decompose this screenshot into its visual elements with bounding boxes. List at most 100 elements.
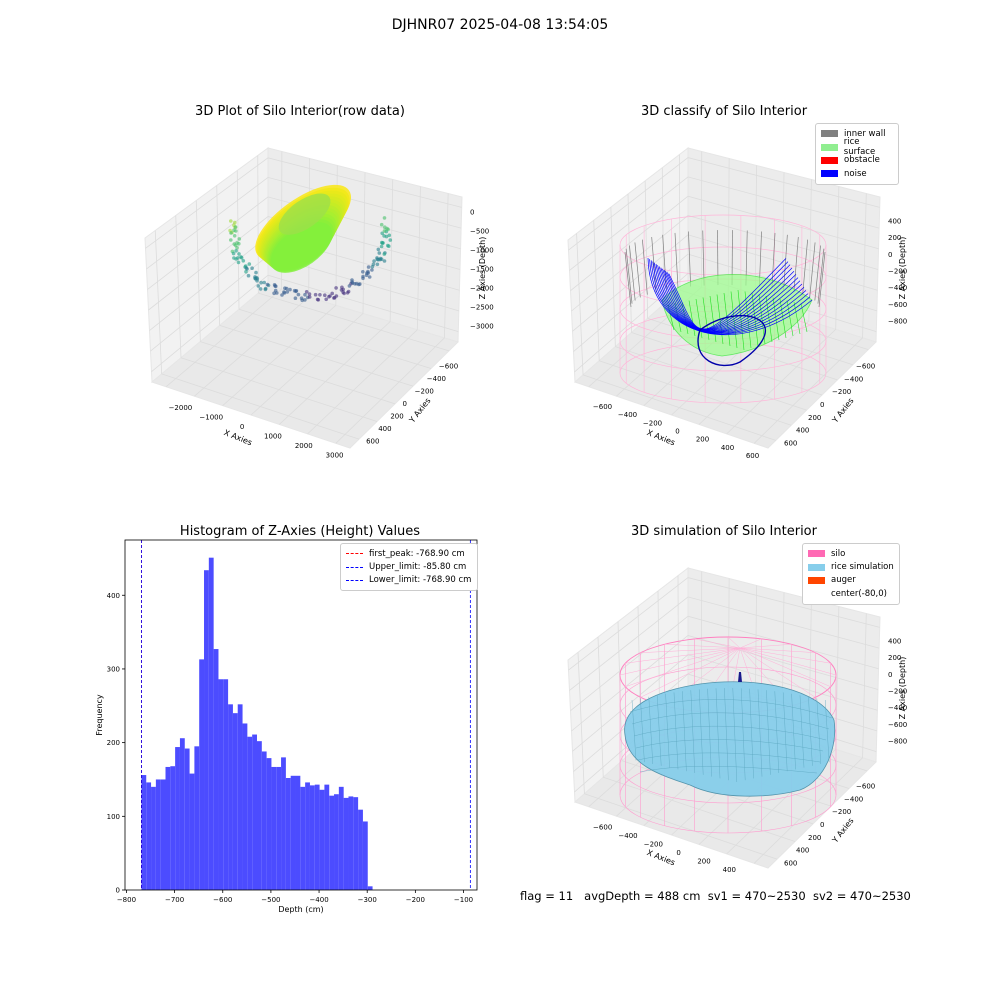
raw-point [382,229,387,233]
panel2-z-tick-label: 200 [888,234,901,242]
auger-marker [738,672,742,682]
raw-point [247,262,252,266]
histogram-bar [285,778,291,890]
panel4-y-tick-label: 600 [784,860,797,868]
rice-mesh-line [816,698,821,765]
raw-point [283,286,287,291]
panel2-z-tick-label: 0 [888,251,892,259]
raw-point [357,282,361,287]
panel1-x-tick-label: −2000 [169,404,193,412]
x-tick-label: −600 [213,896,232,904]
raw-point [250,266,254,271]
inner-wall-line [802,239,808,295]
panel1-grid-floor-y [335,337,445,444]
legend-item-inner-wall: inner wall [821,127,893,140]
raw-point [234,249,238,253]
rice-surface-line [688,300,696,337]
panel4-z-tick-label: −400 [888,704,907,712]
histogram-bar [343,797,349,890]
raw-point [380,240,384,245]
rice-surface-line [772,297,780,341]
rice-surface-line [730,291,738,349]
raw-point [365,271,369,275]
histogram-bar [290,775,296,890]
panel4-x-tick-label: −400 [618,832,637,840]
raw-point [377,251,382,255]
silo-roof-line [739,638,762,649]
panel4-x-tick-label: 400 [723,866,736,874]
flag-text: flag = 11 [520,889,574,903]
panel1-y-tick-label: −600 [439,362,458,370]
legend-item-upper-limit: Upper_limit: -85.80 cm [346,560,472,573]
panel1-z-tick-label: −3000 [470,323,494,331]
rice-mesh-line [749,688,754,779]
raw-point [382,259,387,263]
rice-surface-line [723,292,731,347]
raw-point [361,270,365,274]
panel4-z-tick-label: −800 [888,738,907,746]
raw-point [229,231,233,235]
raw-point [234,229,238,233]
status-footer: flag = 11 avgDepth = 488 cm sv1 = 470~25… [520,889,911,903]
raw-point [231,251,236,256]
rice-mesh-line [799,695,805,768]
rice-mesh-line [640,698,645,763]
histogram-bar [194,746,200,890]
panel4-x-tick-label: −200 [644,840,663,848]
rice-simulation-surface [624,681,836,797]
raw-point [386,243,390,248]
histogram-bar [228,704,233,890]
histogram-bar [237,704,243,890]
raw-point [254,270,258,275]
inner-wall-line [818,251,826,308]
raw-point [334,294,339,298]
raw-point [388,238,393,242]
histogram-bar [261,751,267,890]
panel1-y-tick-label: 200 [390,413,403,421]
raw-point [236,256,240,260]
panel4-x-tick-label: 0 [676,849,680,857]
rice-mesh-line [724,688,729,781]
raw-point [288,287,292,292]
raw-point [330,291,335,296]
panel2-z-tick-label: 400 [888,217,901,225]
panel4-grid-z [570,615,879,712]
raw-point [378,257,382,262]
silo-roof-line [739,644,792,649]
histogram-bar [300,786,306,890]
raw-point [347,284,352,288]
panel1-y-tick-label: −400 [427,375,446,383]
panel2-legend: inner wall rice surface obstacle noise [815,123,899,185]
panel1-title: 3D Plot of Silo Interior(row data) [195,104,405,119]
raw-point [272,291,276,296]
panel2-x-tick-label: 400 [721,444,734,452]
y-tick-label: 300 [107,665,120,673]
raw-point [376,247,381,252]
panel2-y-tick-label: 200 [808,414,821,422]
legend-item-obstacle: obstacle [821,154,893,167]
inner-wall-line [814,245,821,301]
histogram-bar [175,747,180,890]
panel2-y-tick-label: −400 [844,375,863,383]
panel1-grid-z [145,157,462,249]
raw-point [285,290,290,294]
rice-mesh-line [791,693,796,770]
raw-point [382,216,387,220]
panel1-z-axis-label: Z Axies (Depth) [478,237,487,300]
histogram-bar [189,773,195,890]
rice-mesh-line [699,689,704,775]
silo-roof-line [619,647,741,676]
panel2-grid-floor-y [753,337,863,444]
histogram-legend: first_peak: -768.90 cm Upper_limit: -85.… [340,543,478,592]
histogram-bar [242,723,248,890]
raw-point [380,231,385,236]
panel1-grid-floor-y [279,321,391,425]
silo-roof-line [664,644,741,649]
raw-point [304,290,309,294]
x-tick-label: −200 [406,896,425,904]
panel1-z-tick-label: −1000 [470,247,494,255]
panel1-z-tick-label: −500 [470,228,489,236]
raw-point [236,260,241,265]
